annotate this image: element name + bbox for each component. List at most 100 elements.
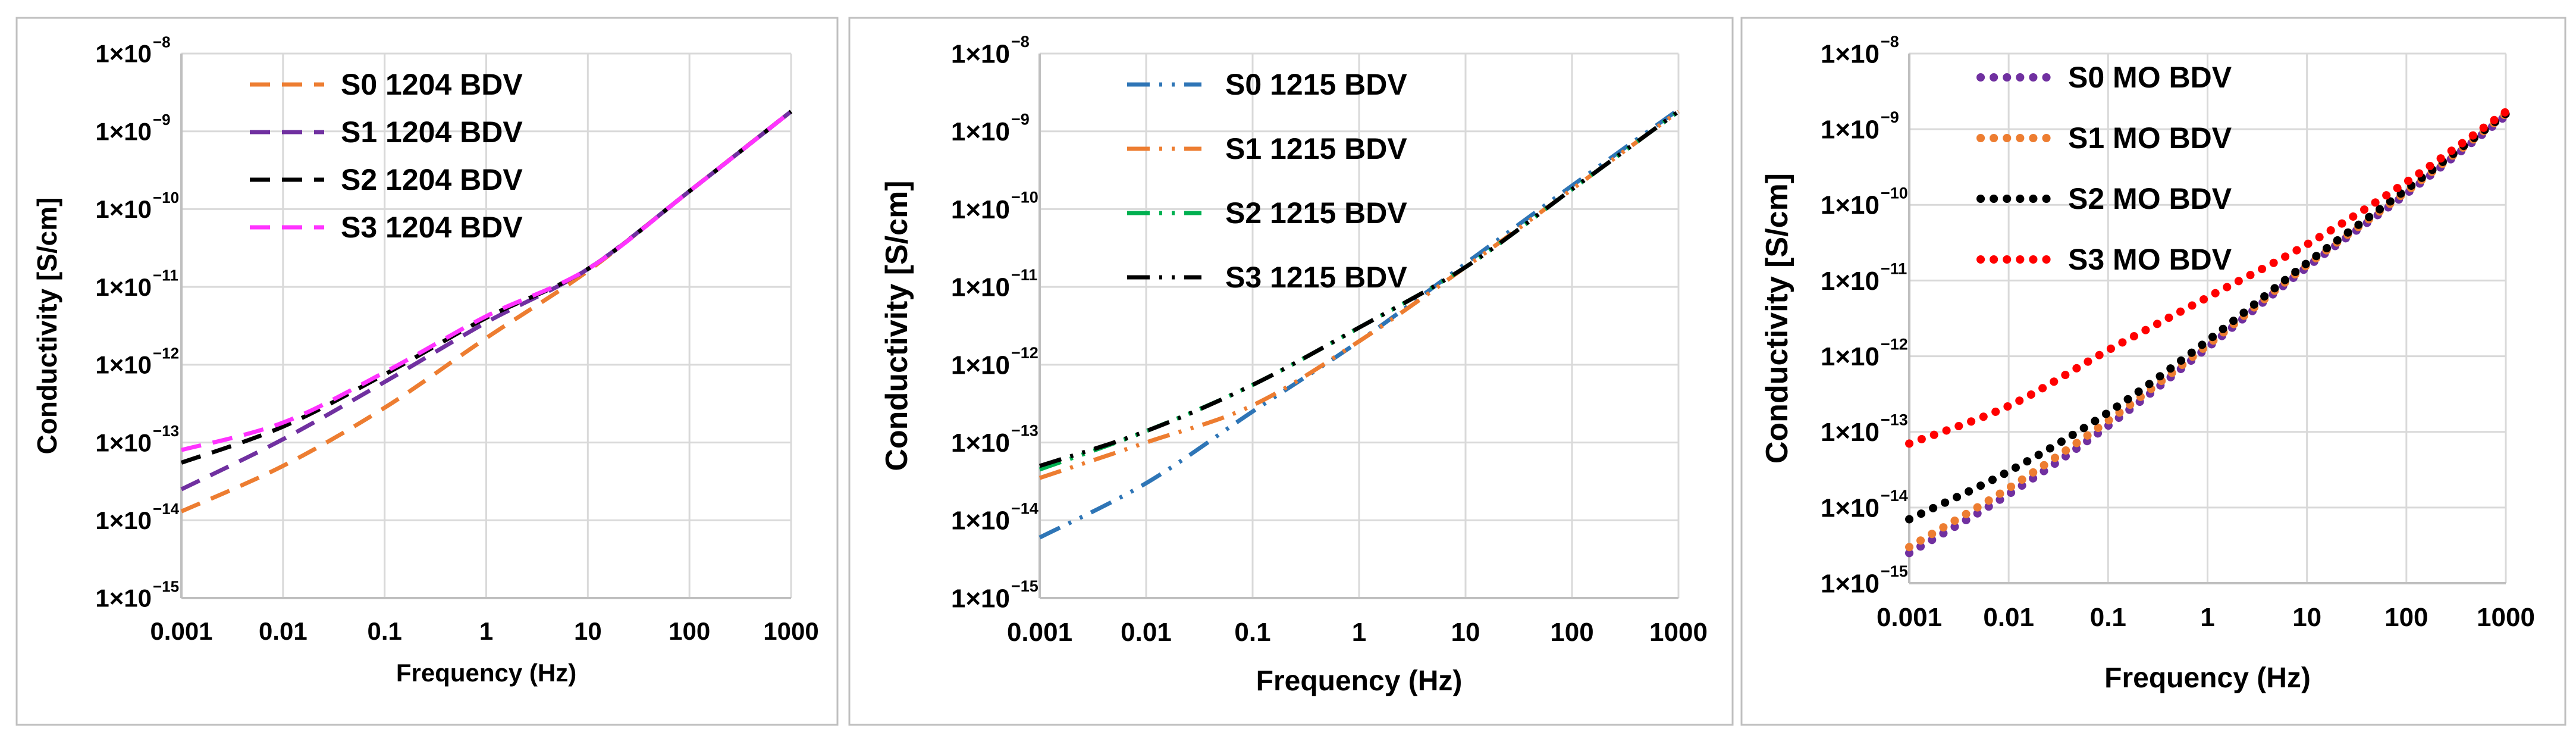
x-tick-label: 1000 — [2477, 603, 2535, 632]
legend-label: S2 1215 BDV — [1225, 196, 1407, 230]
legend-label: S2 1204 BDV — [341, 163, 523, 196]
series-line-0 — [180, 109, 793, 514]
y-tick-exponent: −14 — [153, 500, 180, 518]
y-tick-label: 1×10 — [1821, 569, 1880, 598]
x-tick-label: 100 — [2384, 603, 2428, 632]
x-tick-label: 10 — [574, 617, 602, 645]
y-tick-label: 1×10 — [1821, 418, 1880, 447]
x-tick-label: 100 — [1550, 618, 1593, 647]
chart-panel-mo: 1×10 −151×10 −141×10 −131×10 −121×10 −111×10−… — [1740, 17, 2566, 726]
y-axis-label: Conductivity [S/cm] — [880, 180, 914, 471]
y-tick-label: 1×10 — [95, 584, 152, 612]
y-tick-exponent: −11 — [153, 267, 178, 284]
y-tick-exponent: −15 — [1011, 577, 1038, 595]
x-tick-label: 0.001 — [1877, 603, 1942, 632]
y-axis-label: Conductivity [S/cm] — [1760, 173, 1794, 464]
y-tick-exponent: −10 — [1881, 184, 1908, 202]
x-tick-label: 1000 — [763, 617, 818, 645]
y-tick-label: 1×10 — [951, 273, 1010, 302]
legend-label: S2 MO BDV — [2068, 182, 2232, 215]
x-tick-label: 0.001 — [150, 617, 212, 645]
y-tick-exponent: −12 — [1011, 344, 1038, 362]
x-axis-label: Frequency (Hz) — [2104, 662, 2311, 694]
y-tick-label: 1×10 — [1821, 493, 1880, 522]
series-line-0 — [1905, 111, 2510, 558]
y-tick-label: 1×10 — [1821, 267, 1880, 296]
series-line-3 — [1038, 109, 1680, 468]
y-tick-exponent: −11 — [1881, 259, 1907, 277]
y-tick-label: 1×10 — [1821, 342, 1880, 371]
legend-label: S1 MO BDV — [2068, 121, 2232, 155]
y-tick-exponent: −13 — [1881, 411, 1908, 429]
x-tick-label: 0.01 — [259, 617, 308, 645]
y-tick-label: 1×10 — [95, 428, 152, 456]
series-line-1 — [1905, 109, 2510, 552]
y-tick-label: 1×10 — [95, 351, 152, 379]
series-line-3 — [1905, 107, 2510, 448]
y-tick-exponent: −15 — [1881, 562, 1908, 580]
y-tick-exponent: −8 — [1011, 33, 1030, 51]
x-tick-label: 0.1 — [1234, 618, 1270, 647]
x-tick-label: 0.01 — [1983, 603, 2034, 632]
y-axis-label: Conductivity [S/cm] — [32, 198, 62, 455]
y-tick-exponent: −12 — [1881, 336, 1908, 353]
y-tick-label: 1×10 — [951, 428, 1010, 458]
y-tick-exponent: −13 — [1011, 422, 1038, 440]
y-tick-label: 1×10 — [951, 351, 1010, 380]
y-tick-label: 1×10 — [1821, 191, 1880, 220]
x-axis-label: Frequency (Hz) — [1256, 665, 1463, 697]
x-tick-label: 10 — [2292, 603, 2321, 632]
legend-label: S0 MO BDV — [2068, 61, 2232, 94]
y-tick-label: 1×10 — [951, 584, 1010, 613]
x-tick-label: 1000 — [1649, 618, 1708, 647]
y-tick-exponent: −8 — [1881, 33, 1899, 51]
chart-frame — [1740, 17, 2566, 726]
legend-label: S3 MO BDV — [2068, 243, 2232, 276]
chart-frame — [848, 17, 1734, 726]
y-tick-label: 1×10 — [1821, 115, 1880, 145]
y-tick-label: 1×10 — [95, 117, 152, 145]
y-tick-exponent: −14 — [1011, 499, 1038, 517]
x-tick-label: 1 — [479, 617, 493, 645]
series-line-3 — [181, 109, 793, 452]
legend-label: S0 1215 BDV — [1225, 68, 1407, 101]
y-tick-label: 1×10 — [95, 195, 152, 223]
legend: S0 1215 BDV S1 1215 BDV S2 1215 BDV S3 1215… — [1127, 68, 1407, 294]
x-tick-label: 1 — [2200, 603, 2214, 632]
legend-label: S1 1215 BDV — [1225, 132, 1407, 165]
legend-label: S3 1204 BDV — [341, 211, 523, 244]
legend: S0 MO BDV S1 MO BDV S2 MO BDV S3 MO BDV — [1976, 61, 2232, 276]
legend-label: S0 1204 BDV — [341, 68, 523, 101]
y-tick-exponent: −14 — [1881, 487, 1908, 505]
x-tick-label: 0.1 — [2090, 603, 2126, 632]
y-tick-exponent: −9 — [153, 111, 171, 129]
series-line-1 — [1038, 109, 1680, 480]
x-tick-label: 100 — [669, 617, 710, 645]
chart-frame — [15, 17, 839, 726]
x-axis-label: Frequency (Hz) — [396, 659, 576, 687]
y-tick-label: 1×10 — [95, 273, 152, 301]
y-tick-exponent: −10 — [153, 189, 179, 206]
y-tick-exponent: −11 — [1011, 266, 1037, 284]
y-tick-label: 1×10 — [95, 40, 152, 68]
y-tick-label: 1×10 — [95, 506, 152, 534]
x-tick-label: 1 — [1352, 618, 1366, 647]
y-tick-exponent: −13 — [153, 422, 179, 440]
x-tick-label: 0.001 — [1007, 618, 1072, 647]
y-tick-exponent: −8 — [153, 33, 171, 51]
legend: S0 1204 BDV S1 1204 BDV S2 1204 BDV S3 1204… — [250, 68, 523, 244]
y-tick-exponent: −12 — [153, 344, 179, 362]
legend-label: S1 1204 BDV — [341, 115, 523, 149]
y-tick-label: 1×10 — [951, 195, 1010, 224]
chart-panel-1215: 1×10 −151×10 −141×10 −131×10 −121×10 −111×10−… — [848, 17, 1734, 726]
y-tick-exponent: −9 — [1011, 111, 1030, 129]
x-tick-label: 0.1 — [367, 617, 401, 645]
y-tick-exponent: −15 — [153, 578, 179, 596]
y-tick-label: 1×10 — [951, 506, 1010, 536]
legend-label: S3 1215 BDV — [1225, 261, 1407, 294]
y-tick-exponent: −10 — [1011, 188, 1038, 206]
y-tick-label: 1×10 — [951, 117, 1010, 146]
y-tick-label: 1×10 — [951, 39, 1010, 68]
chart-panel-1204: 1×10 −151×10 −141×10 −131×10 −121×10 −111×10−… — [15, 17, 839, 726]
y-tick-label: 1×10 — [1821, 39, 1880, 68]
